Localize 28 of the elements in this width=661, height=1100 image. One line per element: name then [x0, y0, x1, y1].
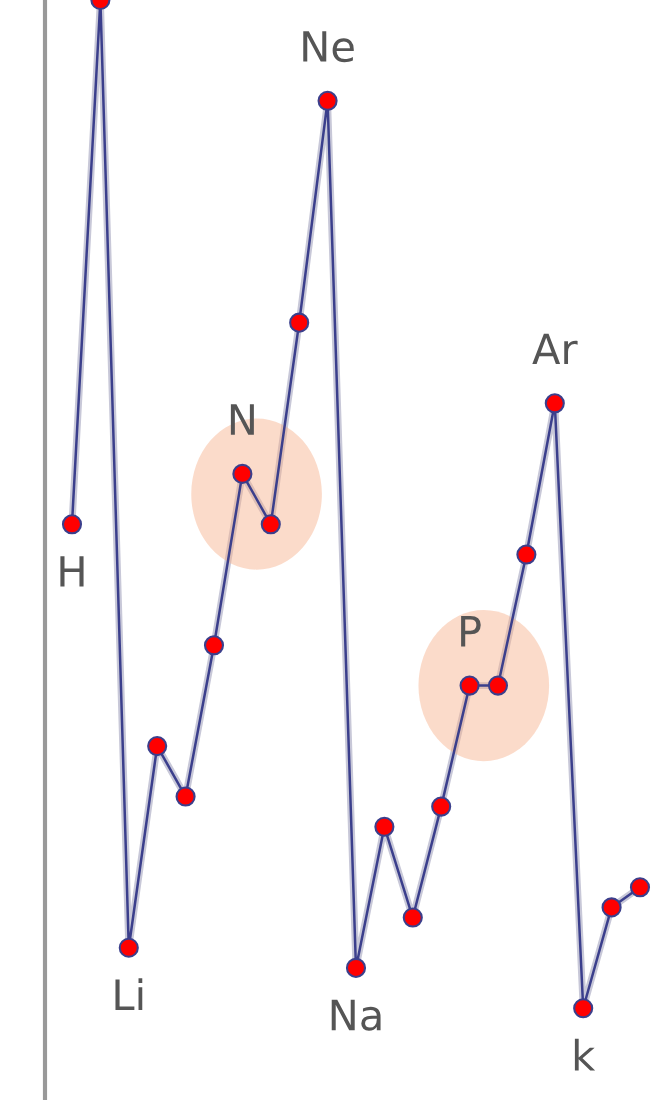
point — [459, 675, 480, 696]
point — [374, 816, 395, 837]
point — [431, 796, 452, 817]
point — [601, 897, 622, 918]
x-tick-label: Na — [331, 999, 381, 1031]
point — [147, 736, 168, 757]
point — [402, 907, 423, 928]
x-tick-label: Li — [115, 978, 143, 1010]
point — [487, 675, 509, 696]
x-tick-label: Ne — [303, 31, 354, 63]
point — [544, 393, 565, 414]
point — [289, 312, 310, 333]
point — [345, 957, 367, 978]
point — [203, 635, 225, 656]
point — [260, 514, 281, 535]
point — [629, 877, 651, 898]
point — [573, 998, 594, 1019]
x-tick-label: Ar — [532, 333, 578, 365]
point — [232, 463, 253, 484]
point — [118, 937, 139, 958]
point — [317, 90, 338, 111]
point — [61, 514, 83, 535]
x-tick-label: H — [60, 556, 84, 587]
point — [175, 786, 196, 807]
point — [516, 544, 537, 565]
x-tick-label: P — [461, 616, 481, 647]
x-tick-label: N — [230, 404, 254, 435]
x-tick-label: k — [574, 1038, 596, 1071]
